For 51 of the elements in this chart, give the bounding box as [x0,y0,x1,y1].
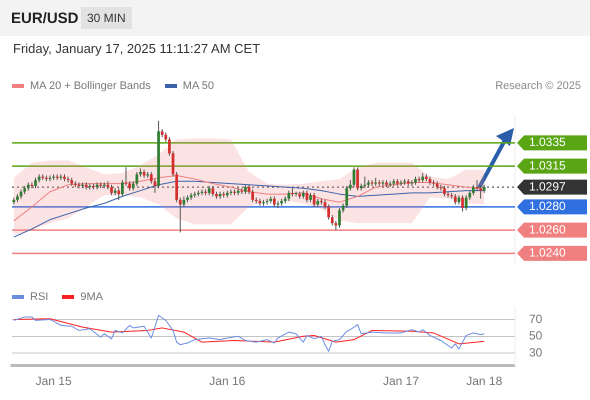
legend-label: MA 50 [182,80,214,92]
legend-label: MA 20 + Bollinger Bands [30,80,151,92]
candlestick [20,188,22,200]
candlestick [124,166,128,186]
candlestick [121,180,124,197]
candlestick [309,192,312,203]
y-tick-label: 1.0280 [529,199,566,214]
x-tick-label: Jan 18 [466,374,503,388]
y-tick-label: 1.0315 [529,158,566,172]
x-tick-label: Jan 16 [209,374,246,388]
candlestick [338,208,341,228]
chart-subtitle: Friday, January 17, 2025 11:11:27 AM CET [13,41,260,56]
candlestick [345,185,348,209]
candlestick [117,188,120,200]
candlestick [251,188,254,203]
candlestick [468,190,472,200]
candlestick [461,194,464,212]
candlestick [128,180,131,192]
candlestick [34,177,37,189]
candlestick [306,190,308,203]
y-tick-label: 1.0335 [529,135,566,150]
y-tick-label: 70 [529,312,543,326]
candlestick [421,172,424,183]
y-tick-label: 1.0240 [529,246,566,260]
candlestick [182,196,186,208]
candlestick [443,185,446,197]
candlestick [132,180,135,192]
candlestick [244,184,247,195]
candlestick [273,196,276,208]
chart-title: EUR/USD [11,10,79,27]
x-tick-label: Jan 17 [382,374,420,388]
candlestick [178,197,182,233]
legend-label: RSI [30,291,48,303]
candlestick [110,184,113,196]
candlestick [356,166,359,192]
legend-label: 9MA [80,291,103,303]
y-tick-label: 1.0260 [529,222,566,236]
candlestick [352,166,356,188]
x-tick-label: Jan 15 [36,374,72,388]
candlestick [327,204,330,220]
y-tick-label: 50 [529,328,543,343]
text: 30 MIN [81,7,132,29]
candlestick [208,185,211,196]
candlestick [458,194,460,206]
text: Research © 2025 [495,80,581,92]
candlestick [150,171,153,184]
candlestick [464,194,468,211]
y-tick-label: 1.0297 [529,179,566,194]
y-tick-label: 30 [529,345,543,360]
candlestick [472,184,475,196]
candlestick [312,192,316,208]
